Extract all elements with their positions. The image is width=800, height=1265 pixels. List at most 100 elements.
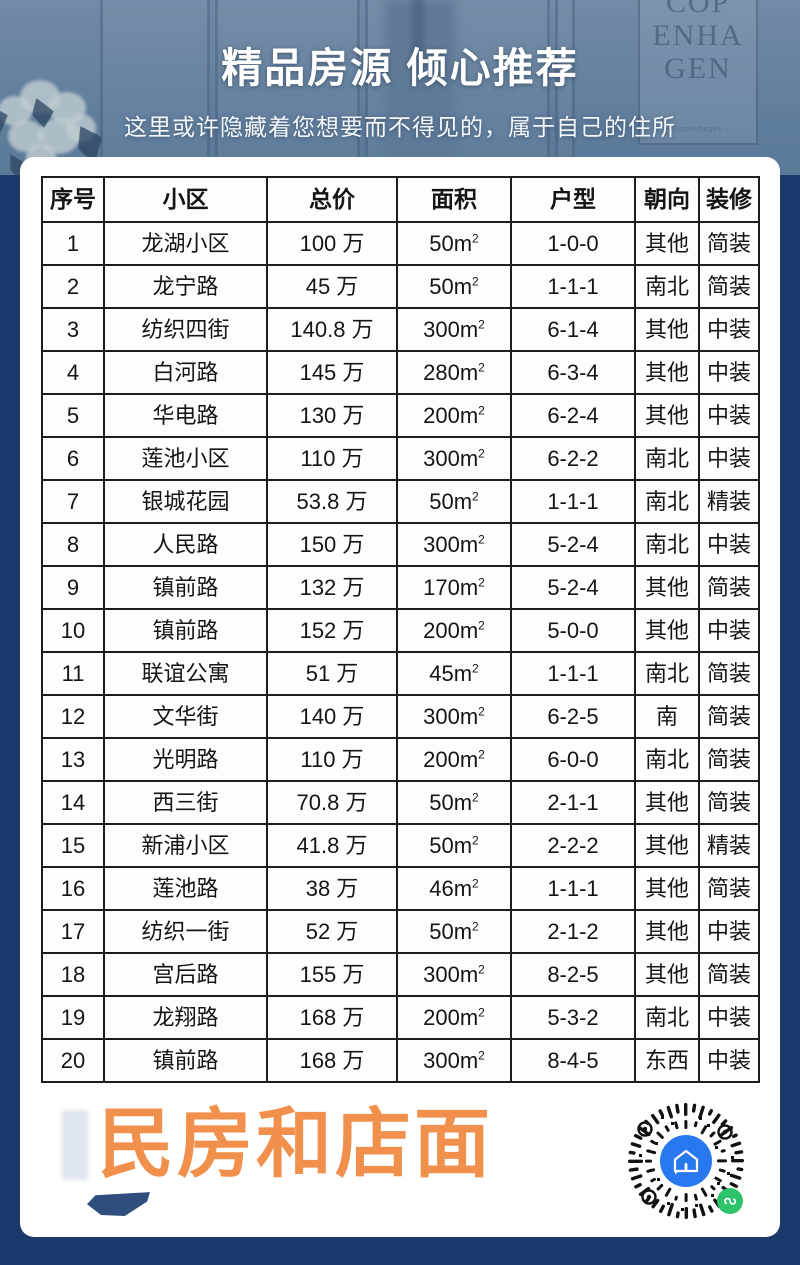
row-layout: 2-1-2 <box>510 909 636 954</box>
row-area: 200m2 <box>396 608 512 653</box>
column-header-price: 总价 <box>266 176 398 223</box>
row-layout: 6-2-4 <box>510 393 636 438</box>
table-row[interactable]: 11 联谊公寓 51 万 45m2 1-1-1 南北 简装 <box>41 651 760 696</box>
row-decoration: 中装 <box>698 350 760 395</box>
table-row[interactable]: 3 纺织四街 140.8 万 300m2 6-1-4 其他 中装 <box>41 307 760 352</box>
page-title: 精品房源 倾心推荐 <box>221 45 579 91</box>
hero-overlay <box>0 0 800 175</box>
row-community: 纺织四街 <box>103 307 268 352</box>
row-index: 3 <box>41 307 105 352</box>
row-facing: 其他 <box>634 350 700 395</box>
row-area: 200m2 <box>396 737 512 782</box>
miniprogram-badge <box>717 1188 743 1214</box>
table-row[interactable]: 17 纺织一街 52 万 50m2 2-1-2 其他 中装 <box>41 909 760 954</box>
row-layout: 6-0-0 <box>510 737 636 782</box>
row-index: 9 <box>41 565 105 610</box>
area-exponent: 2 <box>478 704 485 719</box>
row-total-price: 152 万 <box>266 608 398 653</box>
row-index: 2 <box>41 264 105 309</box>
area-exponent: 2 <box>478 747 485 762</box>
table-header-row: 序号 小区 总价 面积 户型 朝向 装修 <box>41 176 760 223</box>
table-row[interactable]: 5 华电路 130 万 200m2 6-2-4 其他 中装 <box>41 393 760 438</box>
table-row[interactable]: 16 莲池路 38 万 46m2 1-1-1 其他 简装 <box>41 866 760 911</box>
area-exponent: 2 <box>472 876 479 891</box>
row-decoration: 中装 <box>698 307 760 352</box>
table-row[interactable]: 9 镇前路 132 万 170m2 5-2-4 其他 简装 <box>41 565 760 610</box>
table-row[interactable]: 1 龙湖小区 100 万 50m2 1-0-0 其他 简装 <box>41 221 760 266</box>
row-community: 莲池小区 <box>103 436 268 481</box>
table-row[interactable]: 18 宫后路 155 万 300m2 8-2-5 其他 简装 <box>41 952 760 997</box>
watermark-smudge <box>87 1192 150 1216</box>
row-layout: 8-4-5 <box>510 1038 636 1083</box>
row-index: 7 <box>41 479 105 524</box>
row-area: 50m2 <box>396 780 512 825</box>
area-exponent: 2 <box>472 489 479 504</box>
row-area: 300m2 <box>396 436 512 481</box>
row-area: 300m2 <box>396 307 512 352</box>
area-exponent: 2 <box>478 1005 485 1020</box>
row-area: 200m2 <box>396 995 512 1040</box>
row-community: 龙宁路 <box>103 264 268 309</box>
row-area: 280m2 <box>396 350 512 395</box>
row-index: 11 <box>41 651 105 696</box>
row-community: 镇前路 <box>103 608 268 653</box>
row-area: 300m2 <box>396 1038 512 1083</box>
table-row[interactable]: 13 光明路 110 万 200m2 6-0-0 南北 简装 <box>41 737 760 782</box>
area-exponent: 2 <box>478 618 485 633</box>
area-exponent: 2 <box>472 274 479 289</box>
row-community: 宫后路 <box>103 952 268 997</box>
row-community: 纺织一街 <box>103 909 268 954</box>
table-row[interactable]: 6 莲池小区 110 万 300m2 6-2-2 南北 中装 <box>41 436 760 481</box>
row-total-price: 145 万 <box>266 350 398 395</box>
row-facing: 南北 <box>634 264 700 309</box>
row-index: 10 <box>41 608 105 653</box>
table-row[interactable]: 20 镇前路 168 万 300m2 8-4-5 东西 中装 <box>41 1038 760 1083</box>
row-decoration: 中装 <box>698 436 760 481</box>
row-layout: 5-2-4 <box>510 522 636 567</box>
table-row[interactable]: 12 文华街 140 万 300m2 6-2-5 南简装 <box>41 694 760 739</box>
row-community: 银城花园 <box>103 479 268 524</box>
table-row[interactable]: 8 人民路 150 万 300m2 5-2-4 南北 中装 <box>41 522 760 567</box>
row-community: 莲池路 <box>103 866 268 911</box>
building-silhouette <box>385 0 455 175</box>
row-decoration: 简装 <box>698 565 760 610</box>
row-facing: 其他 <box>634 393 700 438</box>
row-community: 人民路 <box>103 522 268 567</box>
area-exponent: 2 <box>478 403 485 418</box>
row-area: 170m2 <box>396 565 512 610</box>
row-index: 17 <box>41 909 105 954</box>
row-facing: 南北 <box>634 436 700 481</box>
row-facing: 南北 <box>634 737 700 782</box>
table-row[interactable]: 10 镇前路 152 万 200m2 5-0-0 其他 中装 <box>41 608 760 653</box>
row-facing: 其他 <box>634 307 700 352</box>
row-area: 50m2 <box>396 264 512 309</box>
row-index: 12 <box>41 694 105 739</box>
area-exponent: 2 <box>472 790 479 805</box>
table-row[interactable]: 14 西三街 70.8 万 50m2 2-1-1 其他 简装 <box>41 780 760 825</box>
row-decoration: 简装 <box>698 866 760 911</box>
column-header-index: 序号 <box>41 176 105 223</box>
table-row[interactable]: 15 新浦小区 41.8 万 50m2 2-2-2 其他 精装 <box>41 823 760 868</box>
row-total-price: 41.8 万 <box>266 823 398 868</box>
copenhagen-poster: COP ENHA GEN ~ Copenhagen ~ <box>638 0 758 145</box>
row-layout: 5-3-2 <box>510 995 636 1040</box>
wall-panel <box>215 0 360 175</box>
row-community: 文华街 <box>103 694 268 739</box>
miniprogram-qr-code[interactable] <box>627 1102 745 1220</box>
row-area: 50m2 <box>396 479 512 524</box>
table-row[interactable]: 4 白河路 145 万 280m2 6-3-4 其他 中装 <box>41 350 760 395</box>
row-decoration: 中装 <box>698 393 760 438</box>
row-index: 5 <box>41 393 105 438</box>
row-layout: 2-1-1 <box>510 780 636 825</box>
row-decoration: 中装 <box>698 995 760 1040</box>
row-community: 新浦小区 <box>103 823 268 868</box>
area-exponent: 2 <box>472 833 479 848</box>
table-row[interactable]: 19 龙翔路 168 万 200m2 5-3-2 南北 中装 <box>41 995 760 1040</box>
row-facing: 其他 <box>634 221 700 266</box>
table-row[interactable]: 2 龙宁路 45 万 50m2 1-1-1 南北 简装 <box>41 264 760 309</box>
table-row[interactable]: 7 银城花园 53.8 万 50m2 1-1-1 南北 精装 <box>41 479 760 524</box>
row-total-price: 140.8 万 <box>266 307 398 352</box>
row-area: 200m2 <box>396 393 512 438</box>
row-total-price: 45 万 <box>266 264 398 309</box>
